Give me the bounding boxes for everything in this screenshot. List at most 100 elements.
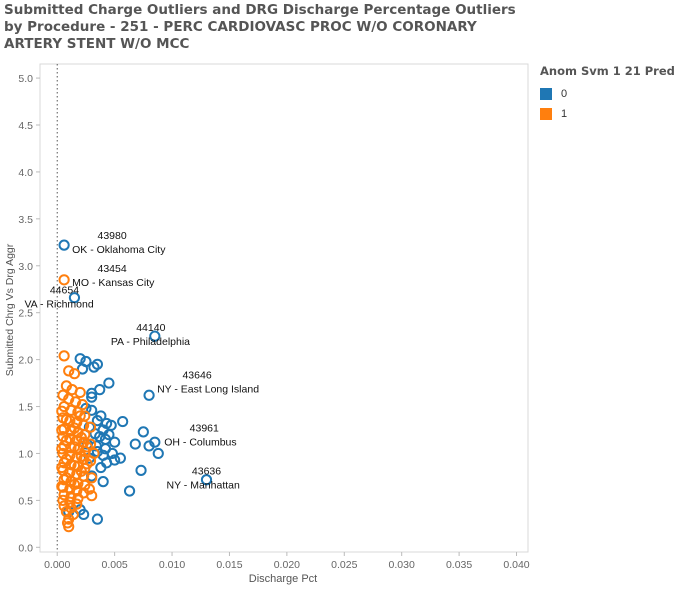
- x-tick-label: 0.015: [216, 559, 242, 571]
- x-tick-label: 0.005: [101, 559, 127, 571]
- data-point-series-1: [68, 478, 81, 491]
- y-tick-label: 5.0: [18, 73, 33, 85]
- y-tick-label: 4.0: [18, 167, 33, 179]
- data-point-series-0: [103, 377, 115, 389]
- data-point-series-1: [71, 485, 83, 497]
- data-point-series-1: [60, 506, 73, 518]
- data-point-series-0: [86, 387, 98, 399]
- annotation-id: 44140: [136, 322, 165, 334]
- y-tick-label: 3.0: [18, 261, 33, 273]
- data-point-series-1: [63, 365, 75, 377]
- data-point-series-1: [56, 424, 68, 436]
- x-tick-label: 0.010: [159, 559, 185, 571]
- data-point-series-1: [75, 450, 87, 462]
- y-tick-label: 3.5: [18, 214, 33, 226]
- data-point-series-1: [68, 441, 81, 453]
- data-point-series-1: [60, 434, 73, 446]
- data-point-series-0: [152, 447, 164, 460]
- legend: Anom Svm 1 21 Pred 0 1: [540, 64, 680, 124]
- annotation-place: NY - East Long Island: [157, 383, 259, 395]
- data-point-series-0: [137, 426, 149, 438]
- data-point-series-1: [60, 453, 73, 465]
- data-point-series-0: [123, 485, 136, 497]
- annotation-id: 44654: [50, 285, 79, 297]
- data-point-series-1: [58, 440, 70, 452]
- data-point-series-0: [68, 292, 81, 304]
- data-point-series-0: [74, 353, 86, 365]
- data-point-series-1: [69, 396, 82, 408]
- data-point-series-1: [57, 494, 69, 506]
- legend-label-0: 0: [561, 88, 568, 100]
- data-point-series-1: [83, 483, 95, 495]
- data-point-series-1: [75, 431, 87, 444]
- y-axis-label: Submitted Chrg Vs Drg Aggr: [4, 243, 16, 376]
- legend-swatch-1: [540, 108, 552, 120]
- data-point-series-1: [86, 472, 98, 484]
- data-point-series-1: [68, 368, 81, 380]
- data-point-series-0: [88, 361, 100, 373]
- annotation-layer: 43980 OK - Oklahoma City 43454 MO - Kansas …: [24, 230, 259, 492]
- data-point-series-1: [86, 490, 98, 502]
- annotation-place: NY - Manhattan: [166, 480, 240, 492]
- data-point-series-0: [129, 438, 141, 450]
- data-point-series-0: [94, 430, 106, 443]
- x-axis-label: Discharge Pct: [249, 573, 317, 585]
- annotation-place: MO - Kansas City: [72, 277, 155, 289]
- annotation-place: VA - Richmond: [24, 299, 93, 311]
- annotation-id: 43646: [182, 369, 211, 381]
- legend-item-1[interactable]: 1: [540, 104, 680, 124]
- y-tick-label: 0.5: [18, 495, 33, 507]
- x-tick-label: 0.040: [503, 559, 529, 571]
- data-point-series-0: [114, 452, 126, 464]
- data-point-series-1: [58, 500, 70, 512]
- annotation-id: 43636: [192, 466, 221, 478]
- x-tick-label: 0.030: [389, 559, 415, 571]
- x-tick-label: 0.020: [274, 559, 300, 571]
- annotation-place: PA - Philadelphia: [111, 336, 190, 348]
- data-point-series-1: [88, 447, 100, 460]
- data-point-series-1: [81, 441, 93, 453]
- chart-title: Submitted Charge Outliers and DRG Discha…: [4, 2, 516, 52]
- x-tick-label: 0.025: [331, 559, 357, 571]
- legend-label-1: 1: [561, 108, 568, 120]
- data-point-series-1: [58, 274, 70, 286]
- annotation-place: OK - Oklahoma City: [72, 244, 166, 256]
- legend-item-0[interactable]: 0: [540, 84, 680, 104]
- x-tick-label: 0.000: [44, 559, 70, 571]
- data-point-series-0: [97, 476, 109, 488]
- annotation-id: 43980: [98, 230, 127, 242]
- points-layer: [56, 239, 213, 533]
- data-point-series-1: [63, 521, 75, 533]
- data-point-series-0: [78, 508, 90, 521]
- data-point-series-0: [91, 513, 104, 525]
- data-point-series-0: [76, 363, 89, 375]
- x-tick-label: 0.035: [446, 559, 472, 571]
- y-tick-label: 1.5: [18, 402, 33, 414]
- data-point-series-1: [68, 460, 81, 472]
- annotation-id: 43454: [98, 263, 127, 275]
- y-tick-label: 2.0: [18, 355, 33, 367]
- annotation-place: OH - Columbus: [164, 436, 236, 448]
- data-point-series-0: [58, 239, 70, 251]
- data-point-series-1: [56, 443, 68, 455]
- data-point-series-1: [75, 465, 87, 477]
- data-point-series-1: [84, 421, 97, 433]
- data-point-series-0: [95, 461, 107, 474]
- annotation-id: 43961: [190, 422, 219, 434]
- data-point-series-1: [56, 480, 68, 492]
- data-point-series-1: [60, 472, 73, 484]
- data-point-series-0: [109, 436, 121, 448]
- y-tick-label: 0.0: [18, 542, 33, 554]
- y-tick-label: 1.0: [18, 448, 33, 460]
- data-point-series-0: [86, 391, 98, 403]
- data-point-series-0: [135, 464, 147, 476]
- legend-title: Anom Svm 1 21 Pred: [540, 64, 675, 78]
- data-point-series-1: [68, 422, 81, 434]
- data-point-series-1: [60, 414, 73, 426]
- y-tick-label: 2.5: [18, 308, 33, 320]
- axes: 0.000 0.005 0.010 0.015 0.020 0.025 0.030 0.035…: [18, 63, 530, 571]
- data-point-series-1: [58, 474, 70, 486]
- data-point-series-0: [117, 415, 129, 428]
- data-point-series-1: [56, 461, 68, 474]
